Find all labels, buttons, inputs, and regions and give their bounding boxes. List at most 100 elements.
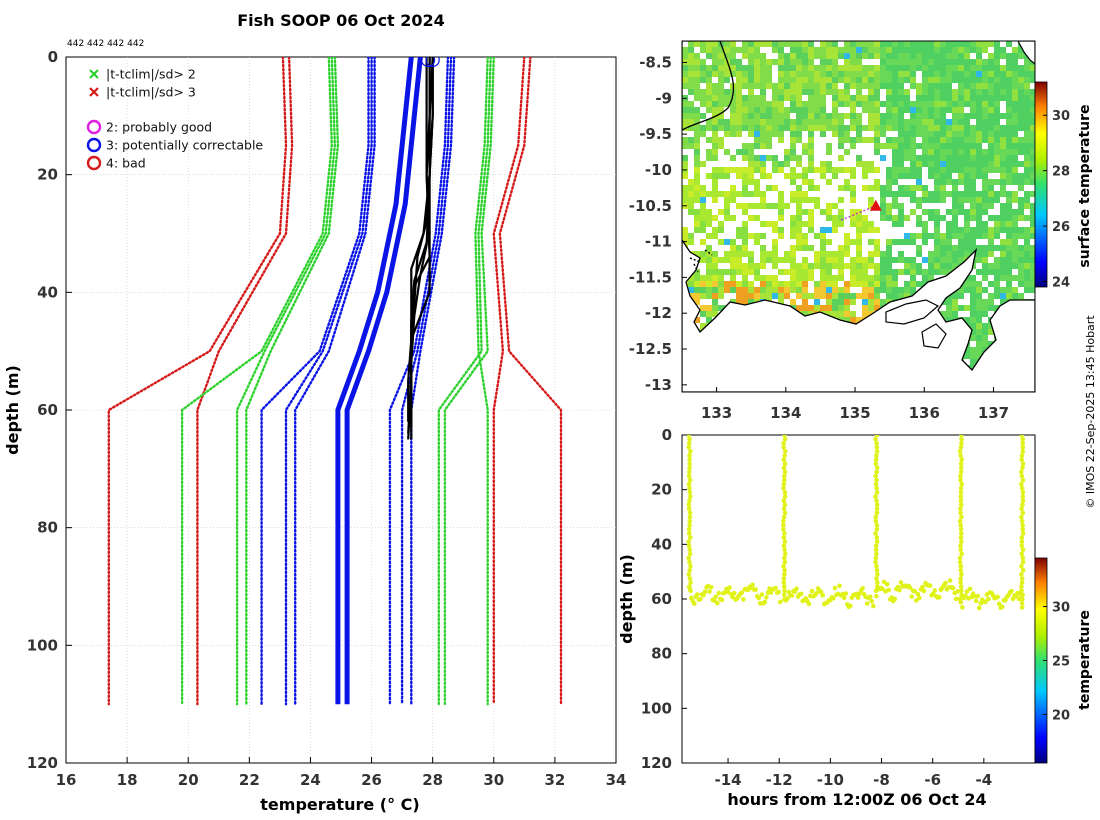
sst-cell — [706, 83, 712, 89]
sst-cell — [844, 167, 850, 173]
sst-cell — [1030, 221, 1035, 227]
depth-time-point — [958, 461, 964, 467]
sst-cell — [940, 191, 946, 197]
sst-cell — [940, 215, 946, 221]
sst-cell — [700, 323, 706, 329]
sst-cell — [838, 125, 844, 131]
sst-cell — [712, 155, 718, 161]
sst-cell — [946, 209, 952, 215]
sst-cell — [1000, 167, 1006, 173]
sst-cell — [706, 317, 712, 323]
sst-cell — [940, 143, 946, 149]
depth-time-point — [687, 568, 693, 573]
sst-cell — [766, 155, 772, 161]
sst-cell — [868, 41, 874, 47]
sst-cell — [700, 239, 706, 245]
sst-cell — [700, 221, 706, 227]
sst-cell — [988, 203, 994, 209]
sst-cell — [706, 173, 712, 179]
sst-cell — [742, 155, 748, 161]
sst-cell — [844, 59, 850, 65]
depth-time-point — [739, 590, 745, 596]
profile-xtick-label: 30 — [483, 771, 504, 789]
sst-cell — [1012, 257, 1018, 263]
sst-cell — [934, 239, 940, 245]
sst-cell — [742, 125, 748, 131]
sst-cell — [778, 83, 784, 89]
depth-time-point — [686, 572, 692, 577]
sst-cell — [946, 245, 952, 251]
sst-cell — [862, 293, 868, 299]
sst-cell — [1000, 299, 1006, 305]
sst-cell — [964, 71, 970, 77]
sst-cell — [772, 245, 778, 251]
sst-cell — [712, 173, 718, 179]
sst-cell — [1006, 167, 1012, 173]
sst-cell — [754, 65, 760, 71]
depth-time-point — [687, 453, 692, 458]
sst-cell — [832, 125, 838, 131]
sst-cell — [808, 245, 814, 251]
sst-cell — [772, 119, 778, 125]
depth-time-point — [967, 586, 973, 592]
sst-cell — [796, 71, 802, 77]
sst-cell — [730, 131, 736, 137]
sst-cell — [898, 95, 904, 101]
depth-time-point — [914, 598, 919, 603]
depth-time-point — [958, 477, 963, 483]
sst-cell — [850, 293, 856, 299]
sst-cell — [892, 137, 898, 143]
depth-time-xtick-label: -6 — [924, 771, 941, 789]
sst-cell — [742, 149, 748, 155]
sst-cell — [886, 191, 892, 197]
map-panel: 133 134 135 136 137-8.5-9-9.5-10-10.5-11-11.… — [629, 40, 1093, 422]
sst-cell — [724, 281, 730, 287]
sst-cell — [1030, 113, 1035, 119]
depth-time-point — [874, 465, 880, 471]
sst-cell — [874, 269, 880, 275]
sst-cell — [736, 203, 742, 209]
sst-cell — [1006, 137, 1012, 143]
sst-cell — [748, 89, 754, 95]
temperature-colorbar-tick-label: 30 — [1052, 601, 1070, 616]
sst-cell — [826, 251, 832, 257]
sst-cell — [730, 263, 736, 269]
sst-cell — [934, 83, 940, 89]
sst-cell — [748, 131, 754, 137]
sst-cell — [898, 161, 904, 167]
sst-cell — [850, 113, 856, 119]
sst-cell — [904, 71, 910, 77]
sst-cell — [826, 311, 832, 317]
sst-cell — [922, 233, 928, 239]
sst-cell — [736, 257, 742, 263]
sst-cell — [772, 41, 778, 47]
sst-cell — [892, 191, 898, 197]
sst-cell — [862, 221, 868, 227]
sst-cell — [904, 119, 910, 125]
sst-cell — [796, 89, 802, 95]
sst-cell — [754, 239, 760, 245]
sst-cell — [994, 161, 1000, 167]
sst-cell — [868, 107, 874, 113]
profile-line-clim-3sd-high-a — [498, 57, 563, 706]
sst-cell — [940, 239, 946, 245]
sst-cell — [802, 119, 808, 125]
sst-cell — [958, 143, 964, 149]
legend-marker-x — [89, 87, 99, 97]
temperature-colorbar-tick-label: 20 — [1052, 708, 1070, 723]
sst-cell — [994, 281, 1000, 287]
sst-cell — [868, 257, 874, 263]
sst-cell — [904, 53, 910, 59]
sst-cell — [784, 287, 790, 293]
sst-cell — [862, 53, 868, 59]
sst-cell — [952, 107, 958, 113]
sst-cell — [814, 203, 820, 209]
sst-cell — [952, 311, 958, 317]
sst-cell — [778, 167, 784, 173]
sst-cell — [820, 89, 826, 95]
sst-cell — [706, 71, 712, 77]
sst-cell — [970, 227, 976, 233]
sst-cell — [982, 83, 988, 89]
sst-cell — [826, 65, 832, 71]
sst-cell — [868, 281, 874, 287]
